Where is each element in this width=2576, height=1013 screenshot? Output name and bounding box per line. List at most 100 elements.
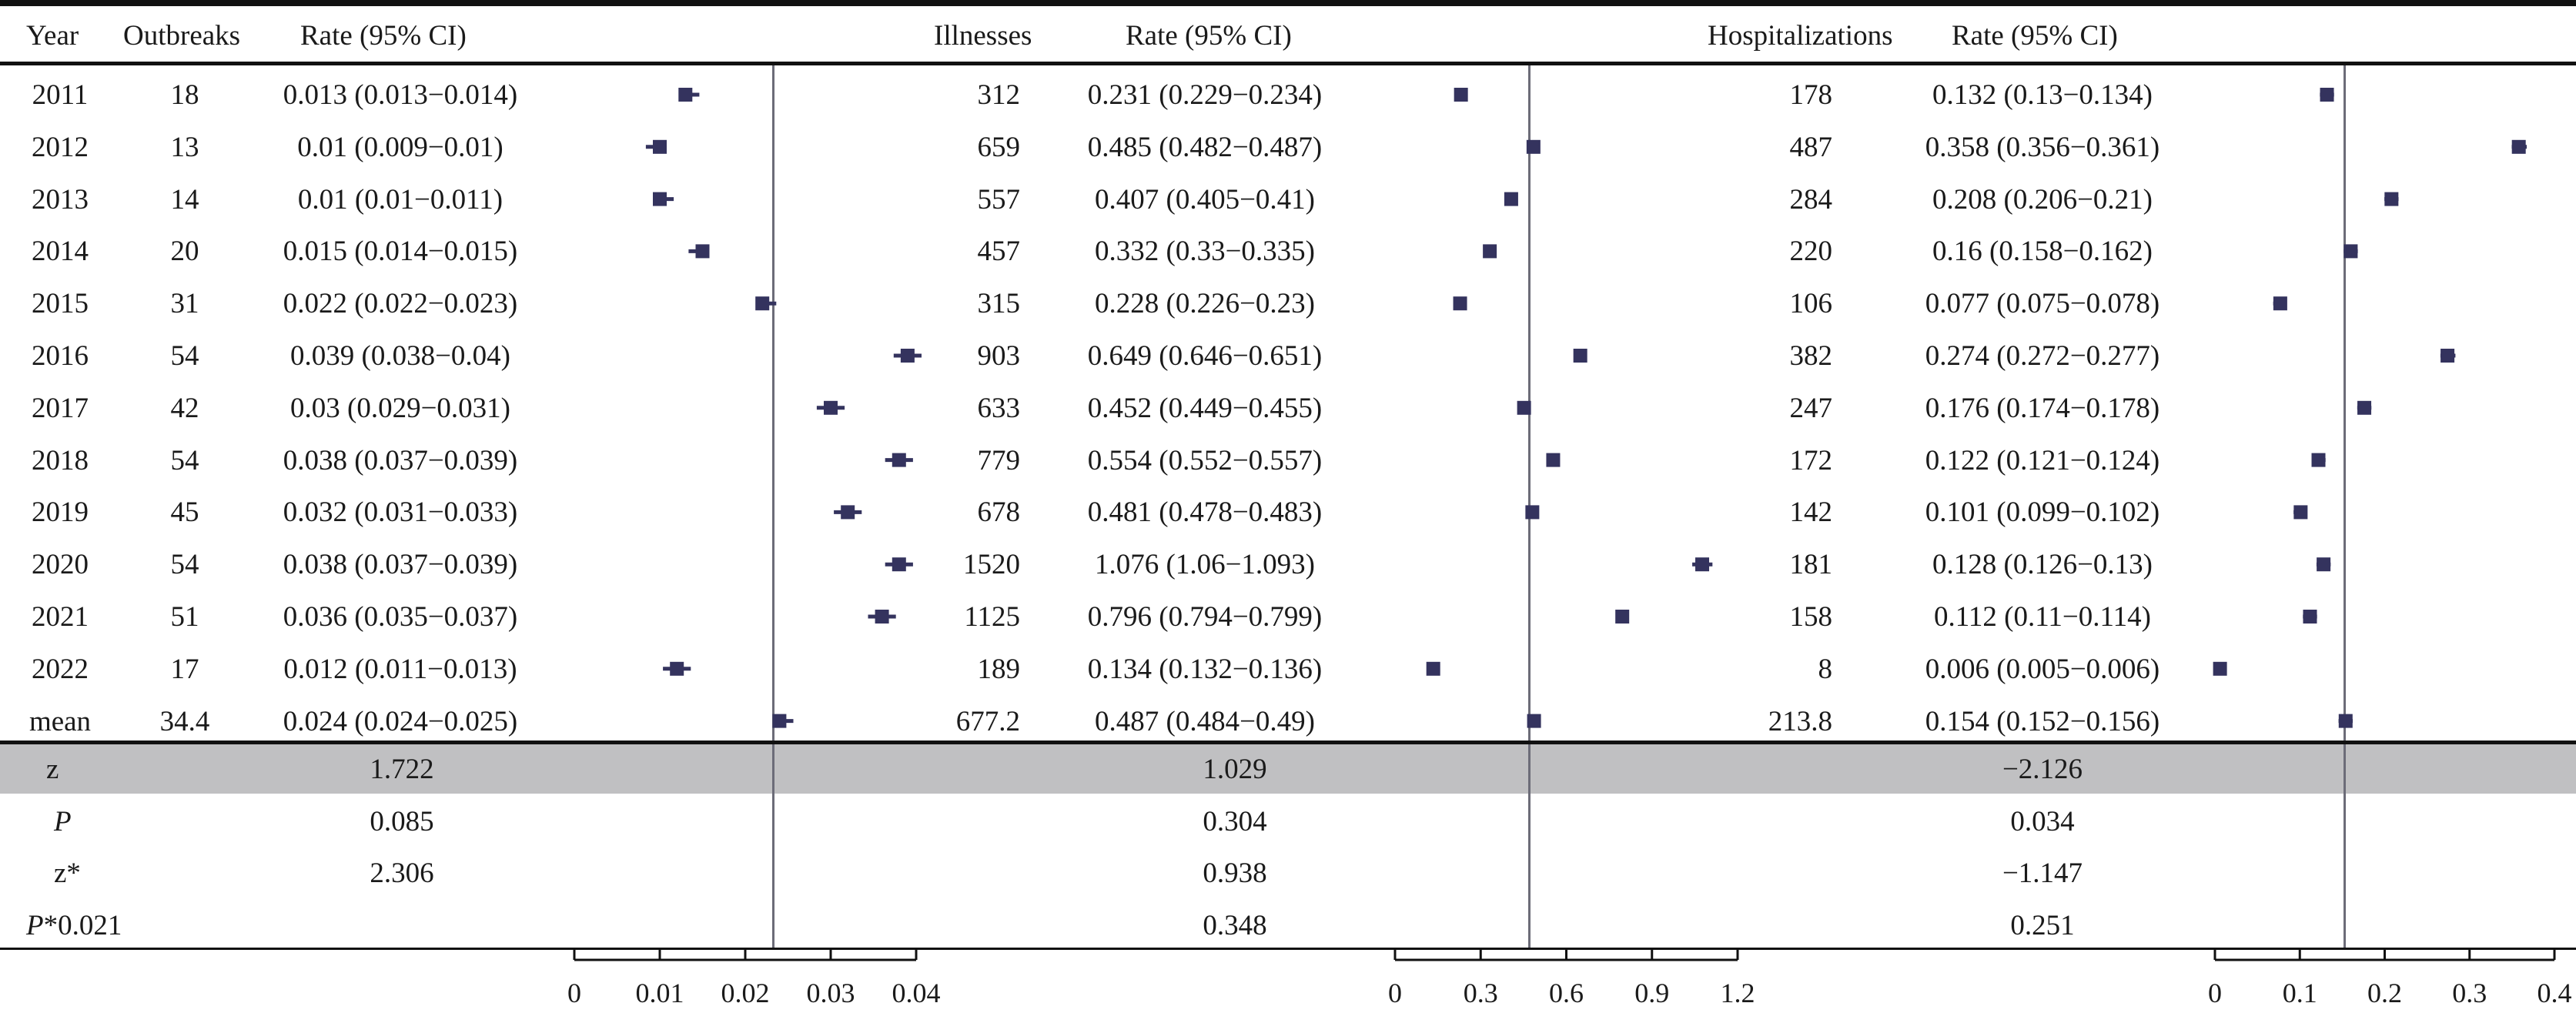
cell-illnesses: 633 [977, 392, 1021, 424]
cell-outbreaks: 31 [170, 288, 199, 320]
cell-rate-hospitalizations: 0.358 (0.356−0.361) [1925, 131, 2160, 163]
cell-rate-hospitalizations: 0.16 (0.158−0.162) [1932, 236, 2153, 268]
cell-illnesses: 677.2 [955, 705, 1020, 737]
cell-rate-hospitalizations: 0.128 (0.126−0.13) [1932, 549, 2153, 581]
stat-value-outbreaks: 1.722 [370, 754, 434, 785]
cell-rate-illnesses: 0.481 (0.478−0.483) [1087, 496, 1323, 529]
x-axis-tick-label: 0.02 [721, 978, 770, 1008]
cell-year: 2021 [32, 601, 89, 633]
cell-illnesses: 1520 [963, 549, 1020, 581]
x-axis-tick-label: 0 [567, 978, 581, 1008]
rate-marker [2320, 88, 2334, 102]
rate-marker [2384, 192, 2399, 206]
stat-value-hospitalizations: 0.034 [2010, 805, 2075, 837]
cell-rate-illnesses: 0.228 (0.226−0.23) [1094, 288, 1316, 320]
reference-line-outbreaks [772, 63, 774, 949]
rate-marker [2311, 453, 2326, 467]
z-row-band [0, 743, 2576, 794]
x-axis-tick-label: 0.01 [636, 978, 684, 1008]
rate-marker [1517, 400, 1531, 415]
rate-marker [892, 453, 906, 467]
stat-value-hospitalizations: −2.126 [2002, 754, 2083, 785]
cell-rate-illnesses: 0.554 (0.552−0.557) [1087, 444, 1323, 476]
header-hospitalizations: Hospitalizations [1708, 20, 1893, 52]
rate-marker [1525, 505, 1540, 520]
x-axis-tick-label: 0.6 [1549, 978, 1584, 1008]
header-year: Year [26, 20, 79, 52]
stat-label: z* [54, 858, 81, 889]
rate-marker [2273, 296, 2287, 311]
rate-marker [2441, 349, 2455, 363]
cell-outbreaks: 51 [170, 601, 199, 633]
cell-year: mean [28, 705, 92, 737]
cell-hospitalizations: 213.8 [1768, 705, 1832, 737]
bottom-rule [0, 948, 2576, 950]
cell-hospitalizations: 487 [1789, 131, 1833, 163]
cell-illnesses: 457 [977, 236, 1021, 268]
cell-rate-outbreaks: 0.036 (0.035−0.037) [283, 601, 518, 633]
cell-rate-hospitalizations: 0.077 (0.075−0.078) [1925, 288, 2160, 320]
x-axis-tick-label: 0.9 [1634, 978, 1669, 1008]
top-rule [0, 0, 2576, 6]
cell-rate-hospitalizations: 0.176 (0.174−0.178) [1925, 392, 2160, 424]
cell-year: 2013 [32, 183, 89, 216]
rate-marker [670, 661, 684, 676]
cell-year: 2019 [32, 496, 89, 529]
cell-illnesses: 779 [977, 444, 1021, 476]
cell-year: 2017 [32, 392, 89, 424]
x-axis-tick-label: 0.03 [807, 978, 855, 1008]
stat-label: z [46, 754, 59, 785]
rate-marker [2511, 139, 2526, 154]
cell-hospitalizations: 220 [1789, 236, 1833, 268]
cell-hospitalizations: 178 [1789, 79, 1833, 111]
cell-illnesses: 315 [977, 288, 1021, 320]
cell-illnesses: 678 [977, 496, 1021, 529]
cell-rate-hospitalizations: 0.101 (0.099−0.102) [1925, 496, 2160, 529]
cell-rate-outbreaks: 0.032 (0.031−0.033) [283, 496, 518, 529]
rate-marker [841, 505, 855, 520]
cell-hospitalizations: 106 [1789, 288, 1833, 320]
rate-marker [1454, 88, 1468, 102]
rate-marker [1504, 192, 1518, 206]
cell-hospitalizations: 172 [1789, 444, 1833, 476]
cell-illnesses: 312 [977, 79, 1021, 111]
cell-outbreaks: 54 [170, 549, 199, 581]
cell-outbreaks: 45 [170, 496, 199, 529]
x-axis-tick-label: 0.3 [1464, 978, 1498, 1008]
cell-outbreaks: 34.4 [159, 705, 210, 737]
cell-hospitalizations: 382 [1789, 340, 1833, 372]
cell-illnesses: 557 [977, 183, 1021, 216]
cell-year: 2016 [32, 340, 89, 372]
cell-rate-outbreaks: 0.015 (0.014−0.015) [283, 236, 518, 268]
rate-marker [2317, 557, 2331, 572]
stat-value-illnesses: 0.348 [1203, 909, 1267, 941]
cell-rate-illnesses: 0.407 (0.405−0.41) [1094, 183, 1316, 216]
cell-illnesses: 903 [977, 340, 1021, 372]
cell-outbreaks: 54 [170, 444, 199, 476]
header-rate-outbreaks: Rate (95% CI) [300, 20, 467, 52]
header-rate-hospitalizations: Rate (95% CI) [1952, 20, 2118, 52]
rate-marker [653, 192, 667, 206]
rate-marker [1426, 661, 1440, 676]
x-axis-tick-label: 0 [2208, 978, 2222, 1008]
rate-marker [695, 244, 710, 259]
rate-marker [2293, 505, 2308, 520]
x-axis-tick-label: 0.2 [2367, 978, 2402, 1008]
rate-marker [1483, 244, 1497, 259]
header-rate-illnesses: Rate (95% CI) [1126, 20, 1292, 52]
cell-rate-outbreaks: 0.03 (0.029−0.031) [289, 392, 511, 424]
cell-outbreaks: 18 [170, 79, 199, 111]
cell-rate-illnesses: 0.452 (0.449−0.455) [1087, 392, 1323, 424]
stat-value-illnesses: 1.029 [1203, 754, 1267, 785]
cell-illnesses: 659 [977, 131, 1021, 163]
header-rule [0, 62, 2576, 65]
x-axis-tick-label: 0.1 [2283, 978, 2317, 1008]
rate-marker [824, 400, 838, 415]
cell-rate-illnesses: 1.076 (1.06−1.093) [1094, 549, 1316, 581]
x-axis-tick-label: 0.04 [892, 978, 941, 1008]
cell-rate-hospitalizations: 0.122 (0.121−0.124) [1925, 444, 2160, 476]
stat-value-illnesses: 0.938 [1203, 858, 1267, 889]
rate-marker [772, 714, 787, 728]
